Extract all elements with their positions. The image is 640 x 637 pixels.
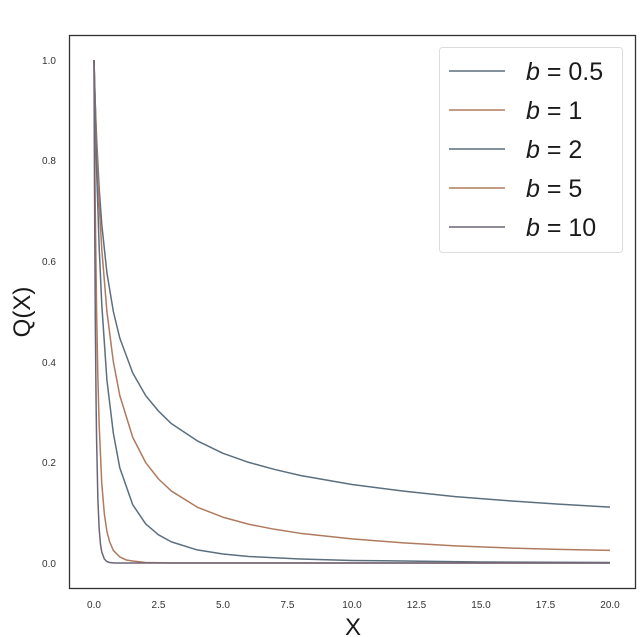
x-tick-label: 17.5 — [536, 600, 556, 611]
y-tick-label: 0.8 — [42, 156, 56, 167]
y-tick-label: 0.6 — [42, 257, 56, 268]
legend-label: b = 0.5 — [526, 58, 603, 86]
y-tick-label: 1.0 — [42, 56, 56, 67]
legend: b = 0.5 b = 1 b = 2 b = 5 b = 10 — [439, 47, 623, 253]
x-tick-label: 0.0 — [87, 600, 101, 611]
x-tick-label: 10.0 — [342, 600, 362, 611]
legend-label: b = 1 — [526, 97, 582, 125]
x-axis-label: X — [345, 614, 361, 637]
y-tick-label: 0.4 — [42, 358, 56, 369]
y-axis-label: Q(X) — [9, 287, 36, 338]
x-tick-label: 15.0 — [471, 600, 491, 611]
x-tick-label: 20.0 — [600, 600, 620, 611]
y-tick-label: 0.2 — [42, 458, 56, 469]
x-tick-label: 2.5 — [152, 600, 166, 611]
legend-entry: b = 2 — [449, 136, 582, 164]
series-line-10 — [93, 59, 610, 564]
series-lines — [93, 59, 611, 564]
legend-label: b = 2 — [526, 136, 582, 164]
x-tick-label: 7.5 — [281, 600, 295, 611]
x-tick-label: 5.0 — [216, 600, 230, 611]
y-axis-ticks: 0.0 0.2 0.4 0.6 0.8 1.0 — [42, 56, 56, 570]
series-line-0-5 — [93, 59, 611, 508]
y-tick-label: 0.0 — [42, 559, 56, 570]
series-line-1 — [93, 59, 611, 552]
legend-label: b = 5 — [526, 175, 582, 203]
legend-entry: b = 10 — [449, 214, 596, 242]
legend-label: b = 10 — [526, 214, 596, 242]
legend-entry: b = 1 — [449, 97, 582, 125]
x-tick-label: 12.5 — [407, 600, 427, 611]
legend-entry: b = 0.5 — [449, 58, 603, 86]
series-line-2 — [93, 59, 611, 564]
legend-box — [439, 47, 623, 253]
legend-entry: b = 5 — [449, 175, 582, 203]
x-axis-ticks: 0.0 2.5 5.0 7.5 10.0 12.5 15.0 17.5 20.0 — [87, 600, 620, 611]
